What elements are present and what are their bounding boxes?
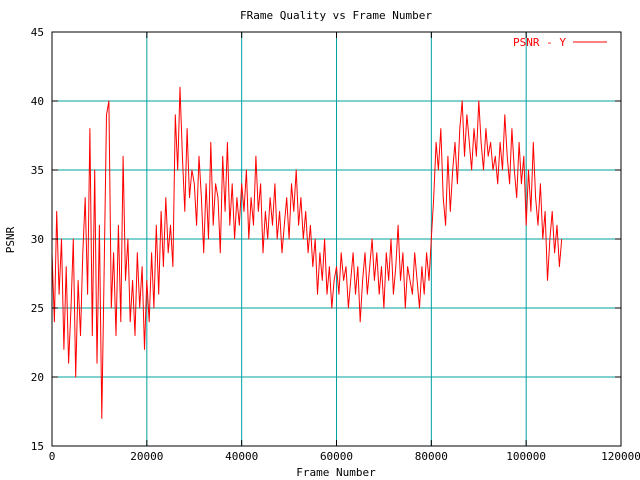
y-tick-label: 30 — [31, 233, 44, 246]
grid — [52, 32, 621, 446]
y-tick-label: 20 — [31, 371, 44, 384]
x-tick-label: 100000 — [506, 450, 546, 463]
y-tick-label: 45 — [31, 26, 44, 39]
series-layer — [51, 86, 563, 419]
y-tick-label: 25 — [31, 302, 44, 315]
y-tick-label: 40 — [31, 95, 44, 108]
y-axis-label: PSNR — [4, 226, 17, 253]
x-tick-label: 120000 — [601, 450, 640, 463]
tick-labels: 15 20 25 30 35 40 45 0 20000 40000 60000 80000 10000… — [31, 26, 640, 463]
x-tick-label: 0 — [49, 450, 56, 463]
tick-marks — [51, 31, 622, 447]
y-tick-label: 15 — [31, 440, 44, 453]
chart-title: FRame Quality vs Frame Number — [240, 9, 432, 22]
x-tick-label: 80000 — [415, 450, 448, 463]
x-tick-label: 20000 — [130, 450, 163, 463]
x-tick-label: 60000 — [320, 450, 353, 463]
legend-label: PSNR - Y — [513, 36, 566, 49]
legend: PSNR - Y — [513, 36, 607, 49]
x-tick-label: 40000 — [225, 450, 258, 463]
y-tick-label: 35 — [31, 164, 44, 177]
series-line-psnr-y — [51, 86, 563, 419]
x-axis-label: Frame Number — [296, 466, 376, 479]
